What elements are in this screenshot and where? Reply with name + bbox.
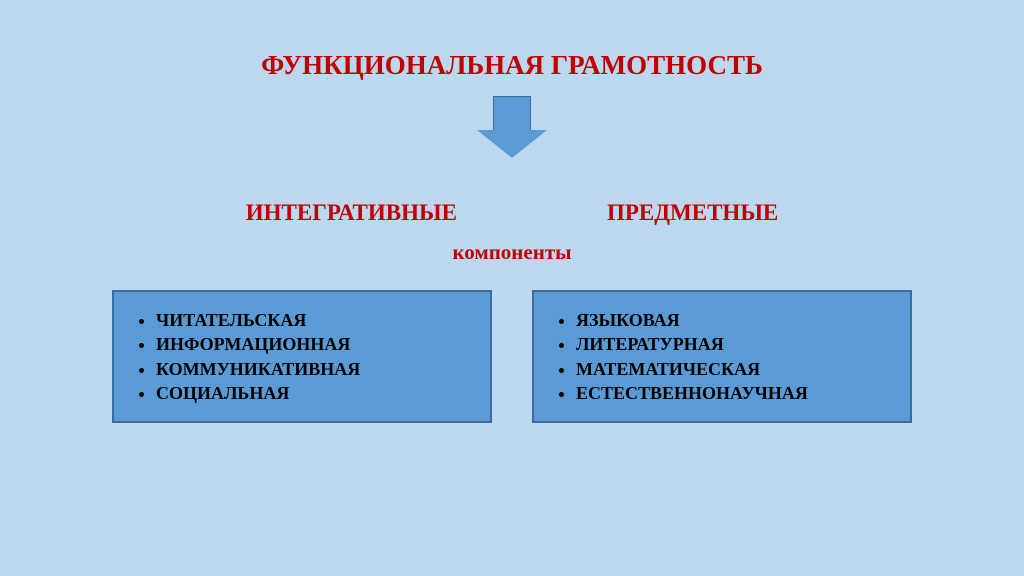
list-item: ИНФОРМАЦИОННАЯ — [156, 332, 470, 356]
list-item: СОЦИАЛЬНАЯ — [156, 381, 470, 405]
components-label: компоненты — [0, 240, 1024, 265]
boxes-row: ЧИТАТЕЛЬСКАЯИНФОРМАЦИОННАЯКОММУНИКАТИВНА… — [0, 290, 1024, 423]
list-item: ЛИТЕРАТУРНАЯ — [576, 332, 890, 356]
list-item: КОММУНИКАТИВНАЯ — [156, 357, 470, 381]
subheadings-row: ИНТЕГРАТИВНЫЕ ПРЕДМЕТНЫЕ — [0, 200, 1024, 226]
slide: ФУНКЦИОНАЛЬНАЯ ГРАМОТНОСТЬ ИНТЕГРАТИВНЫЕ… — [0, 0, 1024, 576]
list-item: ЯЗЫКОВАЯ — [576, 308, 890, 332]
down-arrow — [0, 96, 1024, 130]
down-arrow-icon — [493, 96, 531, 130]
list-item: МАТЕМАТИЧЕСКАЯ — [576, 357, 890, 381]
right-list-box: ЯЗЫКОВАЯЛИТЕРАТУРНАЯМАТЕМАТИЧЕСКАЯЕСТЕСТ… — [532, 290, 912, 423]
list-item: ЕСТЕСТВЕННОНАУЧНАЯ — [576, 381, 890, 405]
subheading-left: ИНТЕГРАТИВНЫЕ — [246, 200, 457, 226]
left-list-box: ЧИТАТЕЛЬСКАЯИНФОРМАЦИОННАЯКОММУНИКАТИВНА… — [112, 290, 492, 423]
subheading-right: ПРЕДМЕТНЫЕ — [607, 200, 778, 226]
main-title: ФУНКЦИОНАЛЬНАЯ ГРАМОТНОСТЬ — [0, 50, 1024, 81]
list-item: ЧИТАТЕЛЬСКАЯ — [156, 308, 470, 332]
